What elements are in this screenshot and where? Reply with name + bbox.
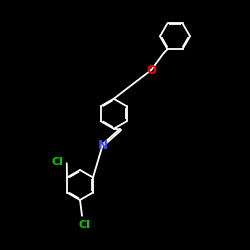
- Text: N: N: [98, 139, 108, 152]
- Text: Cl: Cl: [51, 157, 63, 167]
- Text: Cl: Cl: [78, 220, 90, 230]
- Text: O: O: [146, 64, 156, 76]
